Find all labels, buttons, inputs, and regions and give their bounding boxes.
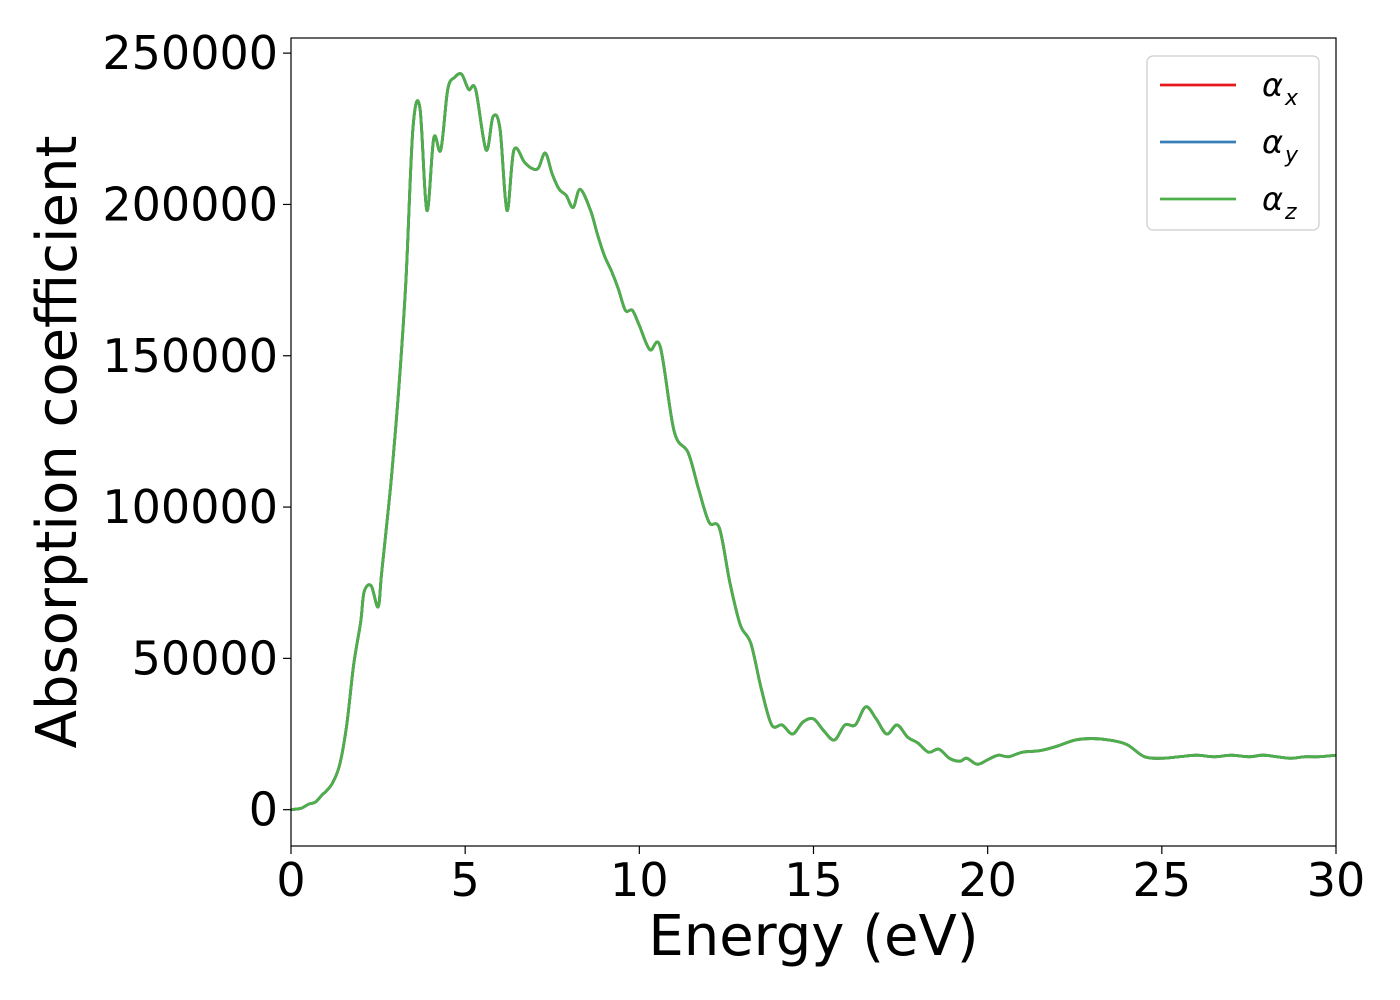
legend-subscript-y: y <box>1284 143 1299 168</box>
legend-subscript-x: x <box>1284 86 1299 111</box>
x-tick-label: 30 <box>1307 853 1366 907</box>
x-axis: 0 5 10 15 20 25 30 <box>276 846 1365 907</box>
y-tick-label: 150000 <box>102 329 278 383</box>
x-tick-label: 20 <box>958 853 1017 907</box>
y-tick-label: 250000 <box>102 26 278 80</box>
legend: α xα yα z <box>1146 55 1320 231</box>
x-tick-label: 0 <box>276 853 305 907</box>
series-layer <box>290 72 1337 812</box>
x-tick-label: 25 <box>1133 853 1192 907</box>
y-tick-label: 0 <box>249 783 278 837</box>
legend-label-alpha-z: α <box>1262 180 1283 218</box>
series-line-alpha-z <box>290 72 1337 812</box>
legend-subscript-z: z <box>1284 200 1297 225</box>
y-axis: 0 50000 100000 150000 200000 250000 <box>102 26 291 837</box>
legend-label-alpha-y: α <box>1262 123 1283 161</box>
x-tick-label: 15 <box>784 853 843 907</box>
y-tick-label: 50000 <box>132 631 278 685</box>
y-tick-label: 100000 <box>102 480 278 534</box>
legend-label-alpha-x: α <box>1262 66 1283 104</box>
x-tick-label: 5 <box>451 853 480 907</box>
y-tick-label: 200000 <box>102 177 278 231</box>
y-axis-title: Absorption coefficient <box>25 136 90 749</box>
x-tick-label: 10 <box>610 853 669 907</box>
x-axis-title: Energy (eV) <box>648 904 978 969</box>
